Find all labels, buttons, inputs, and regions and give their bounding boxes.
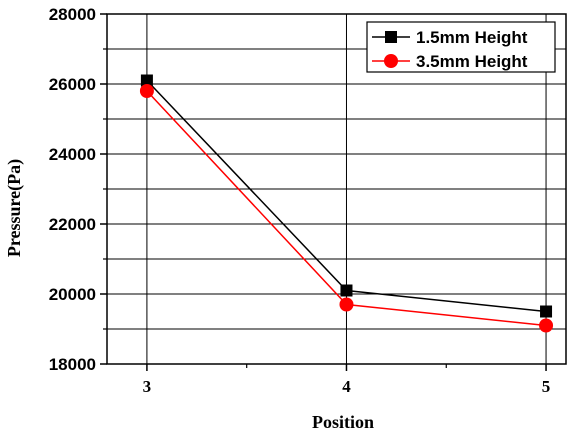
x-tick-label: 3	[143, 377, 152, 396]
y-tick-label: 22000	[49, 215, 96, 234]
y-tick-label: 28000	[49, 5, 96, 24]
legend-label-2: 3.5mm Height	[416, 52, 528, 71]
series-1-point	[540, 305, 553, 318]
legend-box	[366, 21, 556, 73]
x-axis-title: Position	[312, 412, 374, 432]
series-2-point	[339, 297, 354, 312]
y-axis-title: Pressure(Pa)	[4, 159, 25, 257]
axes: 18000 20000 22000 24000 26000 28000 3 4 5	[49, 5, 551, 396]
legend-marker-2	[384, 54, 398, 68]
legend-marker-1	[385, 31, 397, 43]
series-1-point	[340, 284, 353, 297]
series-2-point	[139, 84, 154, 98]
x-tick-label: 5	[542, 377, 551, 396]
series-1-point	[140, 74, 153, 87]
y-tick-label: 24000	[49, 145, 96, 164]
x-tick-label: 4	[342, 377, 351, 396]
series-2-point	[539, 318, 554, 333]
legend: 1.5mm Height 3.5mm Height	[366, 21, 556, 73]
legend-label-1: 1.5mm Height	[416, 28, 528, 47]
y-tick-label: 20000	[49, 285, 96, 304]
y-tick-label: 18000	[49, 355, 96, 374]
series-layer	[139, 74, 554, 333]
y-tick-label: 26000	[49, 75, 96, 94]
